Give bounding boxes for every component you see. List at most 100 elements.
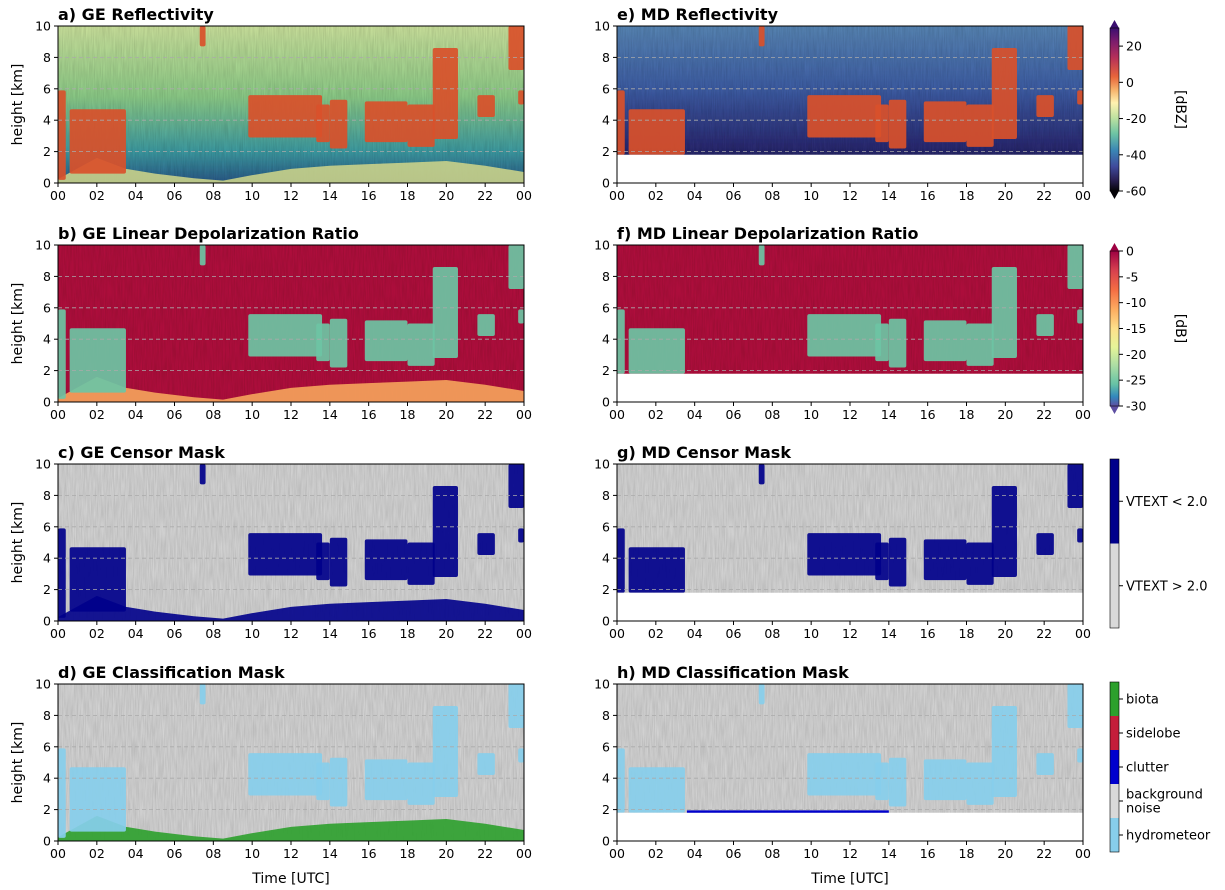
xtick-label: 14 [322,626,338,641]
echo-g-3 [875,542,889,581]
ytick-label: 2 [602,802,610,817]
xtick-label: 06 [726,626,742,641]
plot-area-a [58,26,524,183]
echo-f-8 [1036,314,1054,337]
cbar-swatch [1110,682,1119,716]
xtick-label: 02 [648,188,664,203]
echo-c-10 [518,528,524,543]
echo-b-10 [518,309,524,324]
ytick-label: 0 [602,614,610,629]
echo-d-4 [329,757,348,807]
xtick-label: 04 [687,407,703,422]
ytick-label: 2 [43,144,51,159]
xtick-label: 14 [881,846,897,861]
echo-e-2 [807,95,882,138]
cbar-tick-label: -30 [1126,399,1146,414]
ytick-label: 6 [43,300,51,315]
ytick-label: 0 [43,614,51,629]
echo-d-11 [199,684,206,705]
echo-c-5 [364,539,408,581]
echo-e-0 [617,90,625,155]
echo-a-10 [518,90,524,105]
ytick-label: 10 [35,457,51,472]
ytick-label: 6 [602,81,610,96]
echo-d-10 [518,748,524,763]
echo-f-4 [888,318,907,368]
xtick-label: 00 [1075,846,1091,861]
ytick-label: 6 [43,519,51,534]
xtick-label: 02 [89,626,105,641]
ytick-label: 10 [594,677,610,692]
echo-b-5 [364,320,408,362]
plot-area-g [617,464,1083,621]
echo-a-8 [477,95,495,118]
plot-area-d [58,684,524,841]
no-data-e [617,154,1083,183]
xtick-label: 00 [1075,188,1091,203]
echo-g-6 [966,542,994,585]
xtick-label: 08 [764,407,780,422]
cbar-swatch [1110,543,1119,628]
xtick-label: 14 [322,846,338,861]
ytick-label: 4 [602,332,610,347]
surface-band-c [58,595,524,621]
cbar-category-label: noise [1126,802,1161,817]
xtick-label: 02 [648,407,664,422]
echo-e-5 [923,101,967,143]
xtick-label: 10 [803,846,819,861]
xtick-label: 22 [1036,188,1052,203]
echo-d-3 [316,762,330,801]
xtick-label: 02 [648,626,664,641]
echo-c-1 [69,547,126,612]
plot-area-c [58,464,524,621]
ytick-label: 0 [602,176,610,191]
xtick-label: 02 [89,407,105,422]
cbar-tick-label: -15 [1126,321,1146,336]
echo-d-9 [508,684,524,728]
xtick-label: 16 [920,188,936,203]
xtick-label: 04 [687,188,703,203]
xtick-label: 10 [244,407,260,422]
xtick-label: 04 [128,188,144,203]
xtick-label: 20 [438,626,454,641]
xtick-label: 14 [881,188,897,203]
cbar-swatch [1110,716,1119,750]
xtick-label: 14 [881,407,897,422]
xtick-label: 10 [803,626,819,641]
ytick-label: 4 [43,551,51,566]
echo-a-5 [364,101,408,143]
xtick-label: 06 [726,407,742,422]
ytick-label: 0 [43,834,51,849]
panel-title-f: f) MD Linear Depolarization Ratio [617,224,918,243]
x-axis-label: Time [UTC] [810,871,888,887]
xtick-label: 12 [283,846,299,861]
cbar-tick-label: -20 [1126,111,1146,126]
xtick-label: 00 [516,407,532,422]
xtick-label: 14 [881,626,897,641]
echo-b-7 [432,266,458,359]
echo-b-2 [248,314,323,357]
echo-g-5 [923,539,967,581]
ytick-label: 4 [43,771,51,786]
ytick-label: 4 [602,113,610,128]
xtick-label: 10 [803,188,819,203]
echo-d-2 [248,753,323,796]
cbar-label: [dB] [1172,314,1188,343]
echo-b-1 [69,328,126,393]
xtick-label: 18 [959,188,975,203]
panel-title-a: a) GE Reflectivity [58,5,214,24]
ytick-label: 0 [602,834,610,849]
xtick-label: 20 [997,188,1013,203]
cbar-swatch [1110,750,1119,784]
echo-c-2 [248,533,323,576]
xtick-label: 12 [842,626,858,641]
xtick-label: 16 [361,846,377,861]
ytick-label: 10 [35,677,51,692]
xtick-label: 22 [477,626,493,641]
echo-c-6 [407,542,435,585]
echo-g-4 [888,537,907,587]
xtick-label: 16 [920,407,936,422]
colorbar-ldr: 0 -5 -10 -15 -20 -25 -30 [dB] [1109,243,1188,414]
